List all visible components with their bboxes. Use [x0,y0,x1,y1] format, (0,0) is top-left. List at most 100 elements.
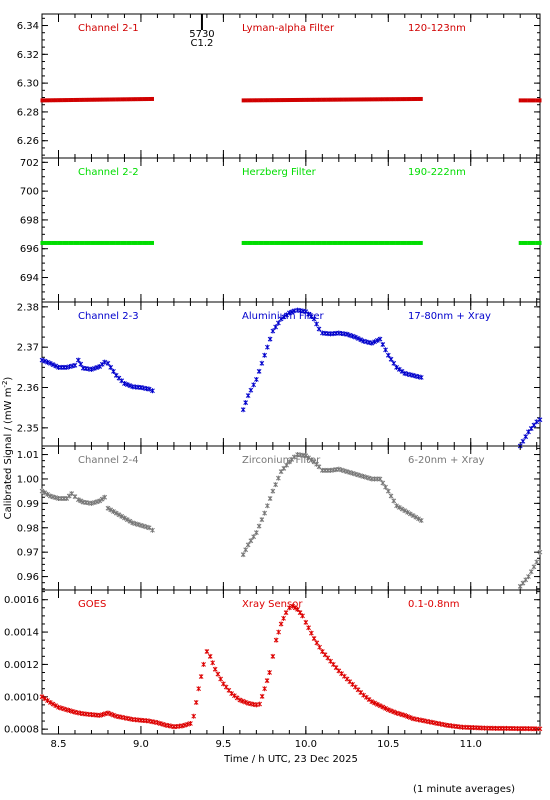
data-point [241,240,245,245]
data-point [122,515,127,521]
y-tick-label: 696 [20,244,39,255]
data-point [337,240,341,245]
data-point [263,240,267,245]
data-point [375,240,379,245]
data-point [293,97,297,102]
data-point [102,494,108,500]
data-point [317,644,322,650]
data-point [150,240,154,245]
data-point [252,240,256,245]
data-point [256,368,262,374]
data-point [102,359,108,365]
panel-1: 6.26 6.28 6.30 6.32 6.34 Channel 2-1 Lyman-alp… [17,13,542,159]
data-point [377,336,383,342]
data-point [108,711,114,717]
panel-4: 0.96 0.97 0.98 0.99 1.00 1.01 Channel 2-4 Zirco… [17,445,543,591]
data-point [354,97,358,102]
data-point [39,488,45,494]
data-point [111,508,116,514]
panel-label: Xray Sensor [242,599,303,610]
data-point [243,400,249,406]
data-point [340,97,344,102]
data-point [396,504,402,510]
data-point [419,240,423,245]
data-point [65,240,69,245]
data-point [384,97,388,102]
data-point [310,240,314,245]
data-point [258,98,262,103]
data-point [109,97,113,102]
y-tick-label: 1.00 [17,474,39,485]
data-point [364,240,368,245]
y-tick-label: 700 [20,187,39,198]
data-point [269,98,273,103]
data-point [303,453,309,459]
data-point [527,240,531,245]
y-tick-label: 0.0012 [4,660,39,671]
data-point [148,240,152,245]
data-point [418,517,424,523]
data-point [383,484,388,490]
data-point [340,240,344,245]
data-point [84,240,88,245]
panel-label: 6-20nm + Xray [408,455,485,466]
data-point [271,240,275,245]
data-point [271,98,275,103]
data-point [248,387,254,393]
data-point [111,712,116,718]
data-point [310,97,314,102]
data-point [378,97,382,102]
data-point [290,240,294,245]
data-point [101,97,105,102]
panel-frame [41,157,541,303]
data-point [97,712,103,718]
data-point [351,240,355,245]
panel-label: 120-123nm [408,23,466,34]
data-point [367,97,371,102]
y-tick-label: 0.0014 [4,628,39,639]
data-point [128,97,132,102]
data-point [329,240,333,245]
data-point [392,97,396,102]
data-point [389,240,393,245]
data-point [363,694,369,700]
data-point [378,240,382,245]
data-point [364,97,368,102]
data-point [530,240,534,245]
data-point [530,98,534,103]
data-point [42,490,48,496]
data-point [89,500,94,506]
data-point [347,332,353,338]
data-point [182,722,188,728]
data-point [72,362,78,368]
data-point [100,712,105,718]
data-point [123,240,127,245]
data-point [397,240,401,245]
data-point [276,475,281,481]
data-point [397,97,401,102]
data-point [247,98,251,103]
data-point [385,707,391,713]
data-point [394,710,399,716]
data-point [359,240,363,245]
data-point [259,360,265,366]
data-point [535,98,539,103]
data-point [201,661,206,667]
y-tick-label: 0.97 [17,548,39,559]
data-point [521,240,525,245]
data-point [68,240,72,245]
data-point [124,517,130,523]
data-point [295,606,300,612]
data-point [259,693,265,699]
data-point [91,365,97,371]
data-point [267,336,273,342]
data-point [108,507,114,513]
data-point [267,495,273,501]
x-tick-label: 10.0 [295,739,317,750]
data-point [285,240,289,245]
y-axis-label: Calibrated Signal / (mW m-2) [1,377,14,520]
data-point [210,660,216,666]
data-point [277,240,281,245]
data-point [142,97,146,102]
data-point [270,653,276,659]
